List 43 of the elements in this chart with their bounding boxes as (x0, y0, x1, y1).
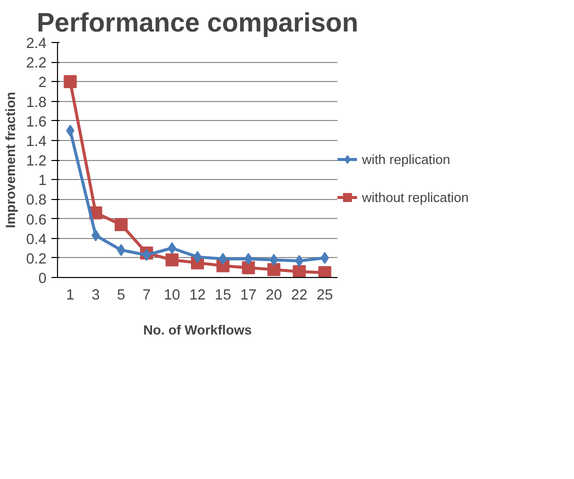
x-tick-label: 5 (117, 288, 126, 304)
point (242, 261, 255, 274)
x-tick-label: 12 (189, 288, 206, 304)
y-tick-label: 0.8 (26, 192, 46, 209)
y-tick-label: 1.8 (26, 94, 46, 111)
y-tick-label: 0 (38, 271, 47, 287)
x-tick-label: 20 (266, 288, 282, 304)
point (64, 75, 77, 88)
x-tick-label: 25 (316, 288, 333, 304)
point (116, 244, 126, 256)
point (244, 252, 253, 265)
x-axis-title: No. of Workflows (143, 322, 252, 338)
y-tick-label: 0.2 (26, 251, 46, 268)
point (318, 266, 332, 278)
chart-title: Performance comparison (36, 8, 358, 38)
x-tick-label: 17 (240, 288, 257, 304)
x-tick-label: 1 (66, 288, 74, 304)
point (193, 250, 202, 263)
point (114, 218, 128, 232)
point (292, 265, 306, 278)
y-tick-label: 2.4 (26, 36, 46, 52)
y-tick-label: 2 (38, 75, 47, 92)
x-tick-label: 15 (214, 288, 232, 304)
point (142, 248, 151, 261)
x-tick-label: 7 (142, 288, 151, 304)
y-tick-label: 1.6 (26, 114, 46, 130)
point (267, 263, 280, 276)
point (218, 252, 228, 265)
point (270, 254, 278, 266)
legend-label: without replication (362, 190, 469, 204)
point (166, 253, 179, 266)
y-tick-label: 1.2 (26, 154, 46, 170)
x-tick-label: 3 (92, 288, 100, 304)
legend-label: with replication (362, 152, 450, 166)
x-tick-label: 10 (164, 288, 180, 304)
x-tick-label: 22 (291, 288, 308, 304)
y-tick-label: 1 (38, 173, 47, 190)
point (168, 242, 176, 254)
y-tick-label: 0.6 (26, 212, 46, 228)
y-tick-label: 2.2 (26, 56, 46, 72)
y-axis-title: Improvement fraction (3, 92, 18, 228)
y-tick-label: 1.4 (26, 134, 46, 150)
y-tick-label: 0.4 (26, 232, 46, 248)
